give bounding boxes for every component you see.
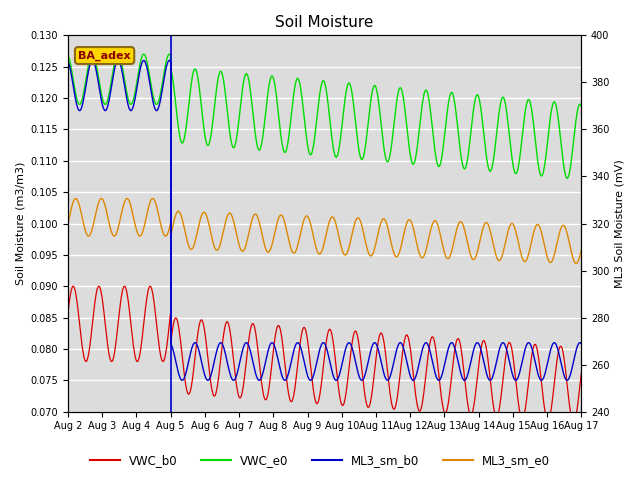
Y-axis label: Soil Moisture (m3/m3): Soil Moisture (m3/m3) — [15, 162, 25, 285]
Text: BA_adex: BA_adex — [78, 50, 131, 60]
Y-axis label: ML3 Soil Moisture (mV): ML3 Soil Moisture (mV) — [615, 159, 625, 288]
Legend: VWC_b0, VWC_e0, ML3_sm_b0, ML3_sm_e0: VWC_b0, VWC_e0, ML3_sm_b0, ML3_sm_e0 — [85, 449, 555, 472]
Title: Soil Moisture: Soil Moisture — [275, 15, 374, 30]
